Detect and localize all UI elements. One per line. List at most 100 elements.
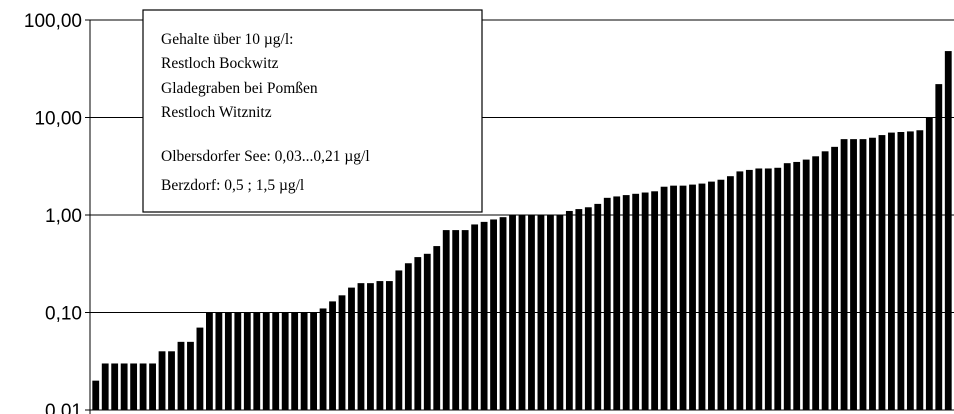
bar	[802, 159, 810, 410]
bar	[925, 117, 933, 410]
annotation-box-frame	[142, 9, 483, 213]
bar	[414, 257, 422, 410]
bar	[281, 312, 289, 410]
bar	[556, 215, 564, 410]
bar	[679, 185, 687, 410]
bar	[158, 351, 166, 410]
bar	[812, 156, 820, 410]
bar	[528, 215, 535, 410]
bar	[831, 146, 838, 410]
bar	[736, 171, 744, 410]
bar	[310, 312, 318, 410]
bar	[840, 139, 848, 410]
y-tick-label: 0,01	[45, 401, 82, 414]
bar	[793, 161, 801, 410]
bar	[329, 301, 336, 410]
bar	[594, 203, 602, 410]
bar	[916, 130, 924, 410]
bar	[603, 197, 611, 410]
bar	[187, 341, 194, 410]
bar	[670, 185, 677, 410]
bar	[300, 312, 308, 410]
bar	[622, 195, 630, 410]
bar	[499, 217, 507, 410]
bar	[423, 253, 431, 410]
bar	[243, 312, 251, 410]
bar	[433, 246, 441, 410]
bar	[774, 167, 782, 410]
bar	[120, 363, 128, 410]
y-axis-tick-labels: 100,00 10,00 1,00 0,10 0,01	[24, 11, 82, 414]
bar	[130, 363, 138, 410]
bar	[215, 312, 223, 410]
bar	[708, 181, 715, 410]
annotation-line: Restloch Bockwitz	[161, 55, 279, 72]
bar	[783, 163, 791, 410]
bar	[584, 207, 592, 410]
bar	[509, 215, 516, 410]
bar	[168, 351, 175, 410]
bar	[139, 363, 147, 410]
bar	[764, 168, 772, 410]
bar	[906, 131, 914, 410]
y-tick-label: 10,00	[34, 109, 82, 130]
bar	[518, 215, 526, 410]
bar	[111, 363, 119, 410]
y-tick-label: 0,10	[45, 304, 82, 325]
bar	[149, 363, 156, 410]
bar	[660, 186, 668, 410]
bar	[480, 221, 488, 410]
bar	[869, 137, 876, 411]
bar	[698, 183, 706, 410]
bar	[338, 295, 346, 410]
bar	[547, 215, 554, 410]
bar	[196, 327, 204, 410]
bar	[575, 209, 583, 410]
bar	[395, 270, 403, 410]
bar	[490, 219, 497, 410]
annotation-box: Gehalte über 10 µg/l: Restloch Bockwitz …	[142, 9, 483, 213]
annotation-line: Gladegraben bei Pomßen	[161, 80, 318, 97]
bar	[717, 179, 725, 410]
bar	[689, 184, 696, 410]
bar	[850, 139, 857, 410]
bar	[878, 135, 886, 410]
y-tick-label: 1,00	[45, 206, 82, 227]
bar	[859, 139, 867, 410]
bar	[755, 168, 763, 410]
bar	[726, 176, 734, 410]
bar	[565, 210, 573, 410]
bar	[206, 312, 213, 410]
bar	[224, 312, 232, 410]
bar	[641, 192, 649, 410]
bar	[253, 312, 261, 410]
bar	[262, 312, 270, 410]
bar	[897, 132, 905, 410]
bar	[461, 230, 469, 410]
bar-series	[92, 51, 952, 411]
bar	[442, 230, 450, 410]
bar	[613, 196, 621, 410]
bar	[291, 312, 299, 410]
bar	[319, 308, 327, 410]
bar	[537, 215, 545, 410]
bar	[821, 151, 829, 410]
bar	[385, 281, 393, 410]
bar	[234, 312, 242, 410]
bar	[471, 224, 479, 410]
bar	[632, 193, 640, 410]
bar	[92, 380, 100, 410]
bar	[376, 281, 384, 410]
bar	[357, 283, 365, 410]
bar	[888, 132, 895, 410]
y-tick-label: 100,00	[24, 11, 82, 32]
bar	[745, 169, 753, 410]
bar	[452, 230, 460, 410]
annotation-line: Gehalte über 10 µg/l:	[161, 31, 293, 48]
annotation-line: Olbersdorfer See: 0,03...0,21 µg/l	[161, 148, 370, 165]
bar	[935, 84, 943, 411]
annotation-line: Restloch Witznitz	[161, 104, 272, 121]
bar	[177, 341, 185, 410]
bar	[101, 363, 109, 410]
